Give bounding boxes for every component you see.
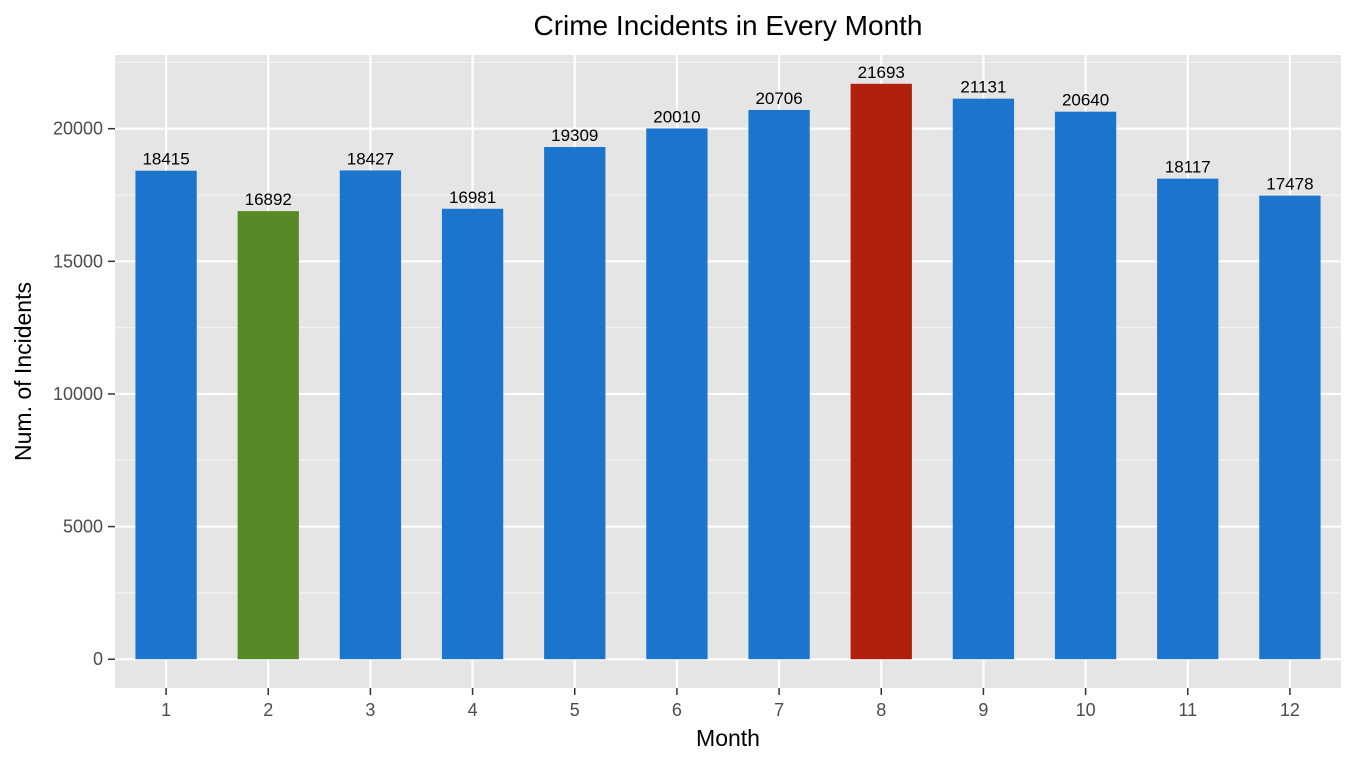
data-label-month-10: 20640 — [1062, 91, 1109, 110]
data-label-month-6: 20010 — [653, 107, 700, 126]
bar-month-8 — [850, 83, 912, 660]
x-tick-label: 10 — [1076, 700, 1096, 720]
x-tick-label: 6 — [672, 700, 682, 720]
bar-month-3 — [339, 170, 402, 660]
y-axis: 0 5000 10000 15000 20000 — [53, 119, 115, 669]
data-label-month-1: 18415 — [142, 150, 189, 169]
y-tick-label: 10000 — [53, 384, 103, 404]
x-axis-title: Month — [696, 725, 760, 751]
y-tick-label: 20000 — [53, 119, 103, 139]
x-tick-label: 12 — [1280, 700, 1300, 720]
data-label-month-2: 16892 — [245, 190, 292, 209]
bar-month-12 — [1259, 195, 1321, 660]
bar-month-11 — [1157, 178, 1219, 660]
x-tick-label: 8 — [876, 700, 886, 720]
x-tick-label: 11 — [1178, 700, 1197, 720]
y-tick-label: 15000 — [53, 251, 103, 271]
bar-month-1 — [135, 170, 197, 660]
data-label-month-4: 16981 — [449, 188, 496, 207]
bar-month-7 — [748, 109, 810, 660]
data-label-month-3: 18427 — [347, 149, 394, 168]
bar-month-6 — [646, 128, 708, 660]
data-label-month-11: 18117 — [1165, 158, 1211, 177]
bar-series — [135, 83, 1321, 660]
x-tick-label: 1 — [161, 700, 171, 720]
y-tick-label: 5000 — [63, 517, 103, 537]
x-tick-label: 4 — [468, 700, 478, 720]
data-label-month-12: 17478 — [1266, 175, 1313, 194]
bar-month-4 — [441, 208, 504, 660]
x-tick-label: 9 — [978, 700, 988, 720]
x-axis: 1 2 3 4 5 6 7 8 9 10 11 12 — [161, 688, 1300, 720]
x-tick-label: 2 — [263, 700, 273, 720]
y-axis-title: Num. of Incidents — [10, 282, 36, 461]
data-label-month-8: 21693 — [858, 63, 905, 82]
y-tick-label: 0 — [93, 649, 103, 669]
data-label-month-5: 19309 — [551, 126, 598, 145]
bar-month-10 — [1054, 111, 1117, 660]
bar-month-2 — [237, 211, 299, 660]
data-labels: 18415 16892 18427 16981 19309 20010 20706 21693… — [142, 63, 1313, 209]
data-label-month-9: 21131 — [960, 78, 1006, 97]
bar-month-5 — [544, 147, 606, 660]
minor-gridlines — [115, 61, 1341, 594]
data-label-month-7: 20706 — [755, 89, 802, 108]
bar-month-9 — [952, 98, 1015, 660]
x-tick-label: 5 — [570, 700, 580, 720]
chart-title: Crime Incidents in Every Month — [533, 10, 922, 41]
plot-panel — [115, 55, 1341, 688]
x-tick-label: 7 — [774, 700, 784, 720]
x-tick-label: 3 — [365, 700, 375, 720]
